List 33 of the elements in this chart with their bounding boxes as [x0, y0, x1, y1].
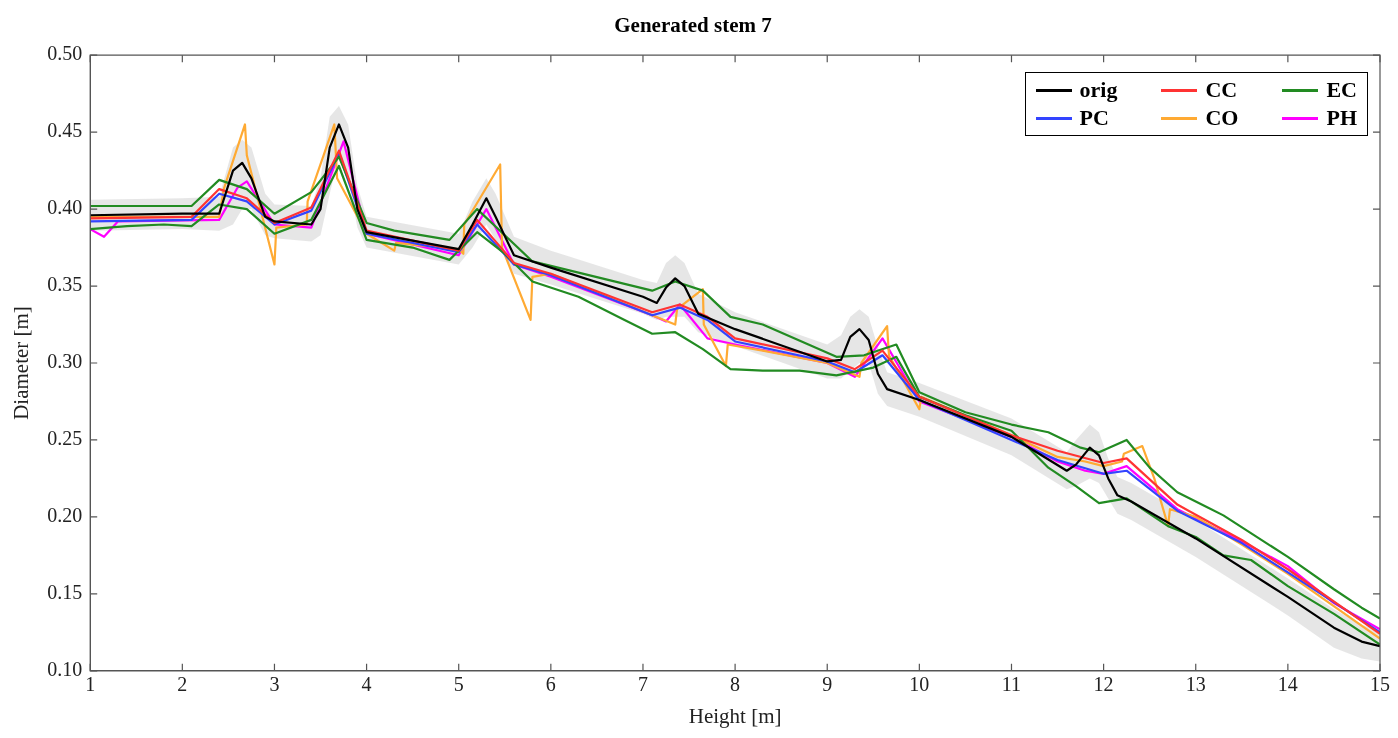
x-tick-label: 4 — [361, 673, 372, 696]
x-tick-label: 5 — [453, 673, 464, 696]
chart-title: Generated stem 7 — [614, 13, 772, 38]
x-tick-label: 9 — [822, 673, 833, 696]
y-tick-label: 0.10 — [47, 658, 83, 681]
x-tick-label: 6 — [545, 673, 556, 696]
y-tick-label: 0.30 — [47, 350, 83, 373]
x-tick-label: 13 — [1185, 673, 1206, 696]
legend-label: PH — [1326, 105, 1357, 131]
y-tick-label: 0.50 — [47, 42, 83, 65]
y-tick-label: 0.35 — [47, 273, 83, 296]
x-tick-label: 2 — [177, 673, 188, 696]
legend-label: orig — [1079, 77, 1118, 103]
x-tick-label: 15 — [1370, 673, 1390, 696]
x-tick-label: 3 — [269, 673, 280, 696]
y-tick-label: 0.25 — [47, 427, 83, 450]
y-tick-label: 0.40 — [47, 196, 83, 219]
x-tick-label: 8 — [730, 673, 741, 696]
x-tick-label: 7 — [637, 673, 648, 696]
x-tick-label: 12 — [1093, 673, 1114, 696]
y-tick-label: 0.15 — [47, 581, 83, 604]
legend-label: PC — [1079, 105, 1109, 131]
x-tick-label: 14 — [1277, 673, 1298, 696]
x-tick-label: 10 — [909, 673, 930, 696]
x-tick-label: 11 — [1001, 673, 1022, 696]
x-axis-title: Height [m] — [688, 703, 782, 728]
legend-label: CO — [1205, 105, 1239, 131]
y-tick-label: 0.20 — [47, 504, 83, 527]
legend-label: CC — [1205, 77, 1238, 103]
x-tick-label: 1 — [85, 673, 96, 696]
y-axis-title: Diameter [m] — [9, 306, 34, 420]
legend-label: EC — [1326, 77, 1357, 103]
y-tick-label: 0.45 — [47, 119, 83, 142]
